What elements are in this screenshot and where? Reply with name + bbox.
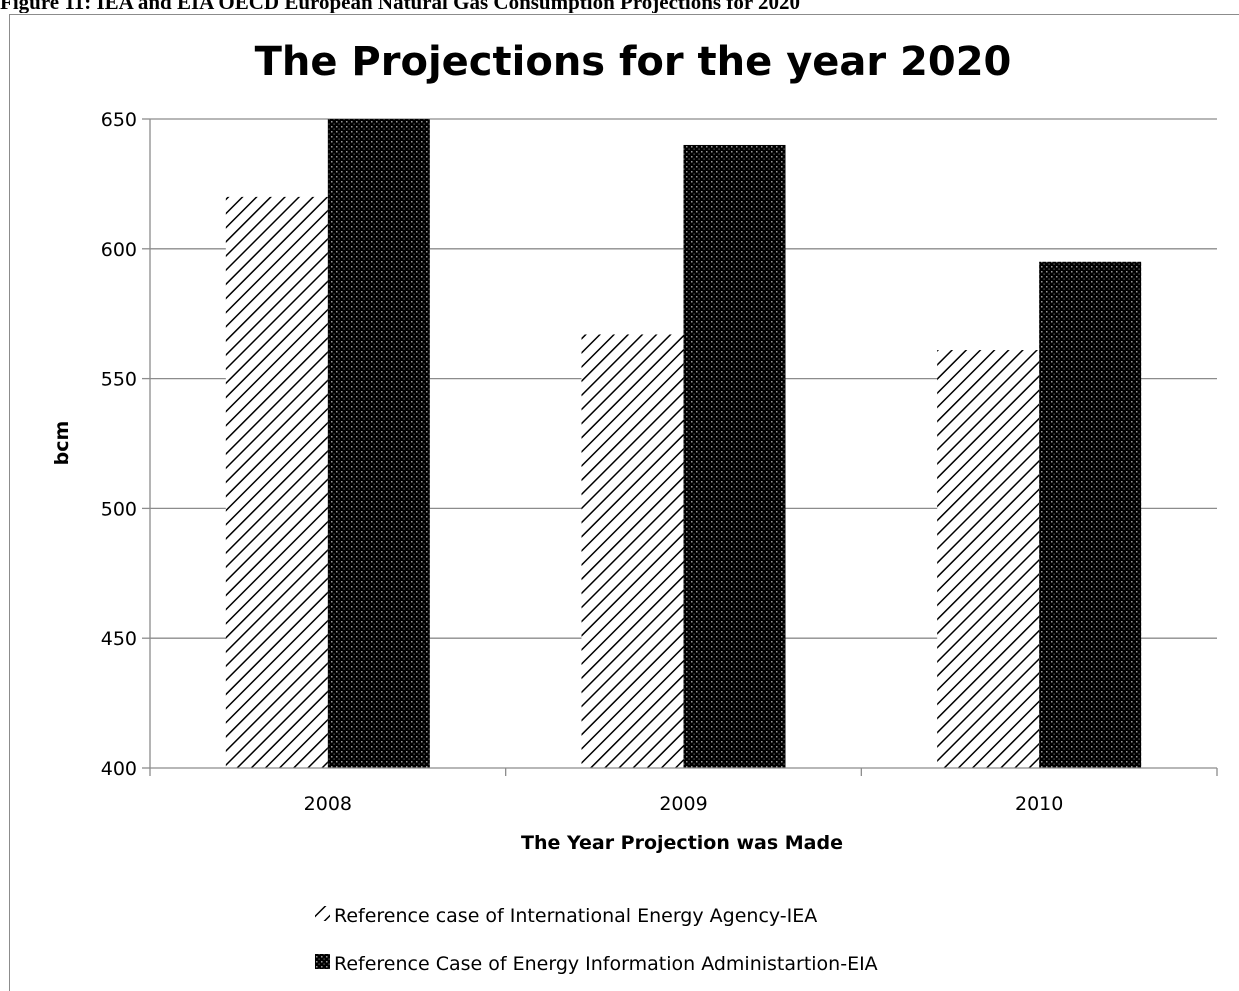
y-tick-label-500: 500 (101, 498, 137, 520)
y-axis-label: bcm (51, 421, 73, 466)
x-tick-labels: 2008 2009 2010 (304, 793, 1064, 815)
y-tick-label-550: 550 (101, 369, 137, 391)
legend-swatch-iea (315, 906, 330, 921)
bars (225, 119, 1142, 768)
bar-iea-2009 (581, 334, 684, 768)
legend: Reference case of International Energy A… (315, 905, 878, 975)
legend-label-iea: Reference case of International Energy A… (334, 905, 817, 927)
x-tick-label-2010: 2010 (1015, 793, 1063, 815)
bar-eia-2009 (683, 144, 786, 768)
legend-item-eia: Reference Case of Energy Information Adm… (315, 953, 878, 975)
bar-iea-2010 (937, 350, 1040, 768)
document-caption: Figure 11: IEA and EIA OECD European Nat… (0, 0, 801, 13)
y-tick-labels: 400 450 500 550 600 650 (101, 109, 137, 780)
bar-eia-2010 (1039, 261, 1142, 768)
legend-item-iea: Reference case of International Energy A… (315, 905, 817, 927)
axes (142, 118, 1218, 776)
bar-iea-2008 (225, 196, 328, 768)
y-tick-label-600: 600 (101, 239, 137, 261)
x-tick-label-2008: 2008 (304, 793, 352, 815)
legend-swatch-eia (315, 954, 330, 969)
y-tick-label-400: 400 (101, 758, 137, 780)
legend-label-eia: Reference Case of Energy Information Adm… (334, 953, 878, 975)
bar-eia-2008 (327, 119, 430, 768)
y-tick-label-650: 650 (101, 109, 137, 131)
x-axis-label: The Year Projection was Made (521, 832, 843, 854)
y-tick-label-450: 450 (101, 628, 137, 650)
chart-frame (9, 14, 1239, 991)
x-tick-label-2009: 2009 (659, 793, 707, 815)
chart-title: The Projections for the year 2020 (255, 39, 1012, 85)
